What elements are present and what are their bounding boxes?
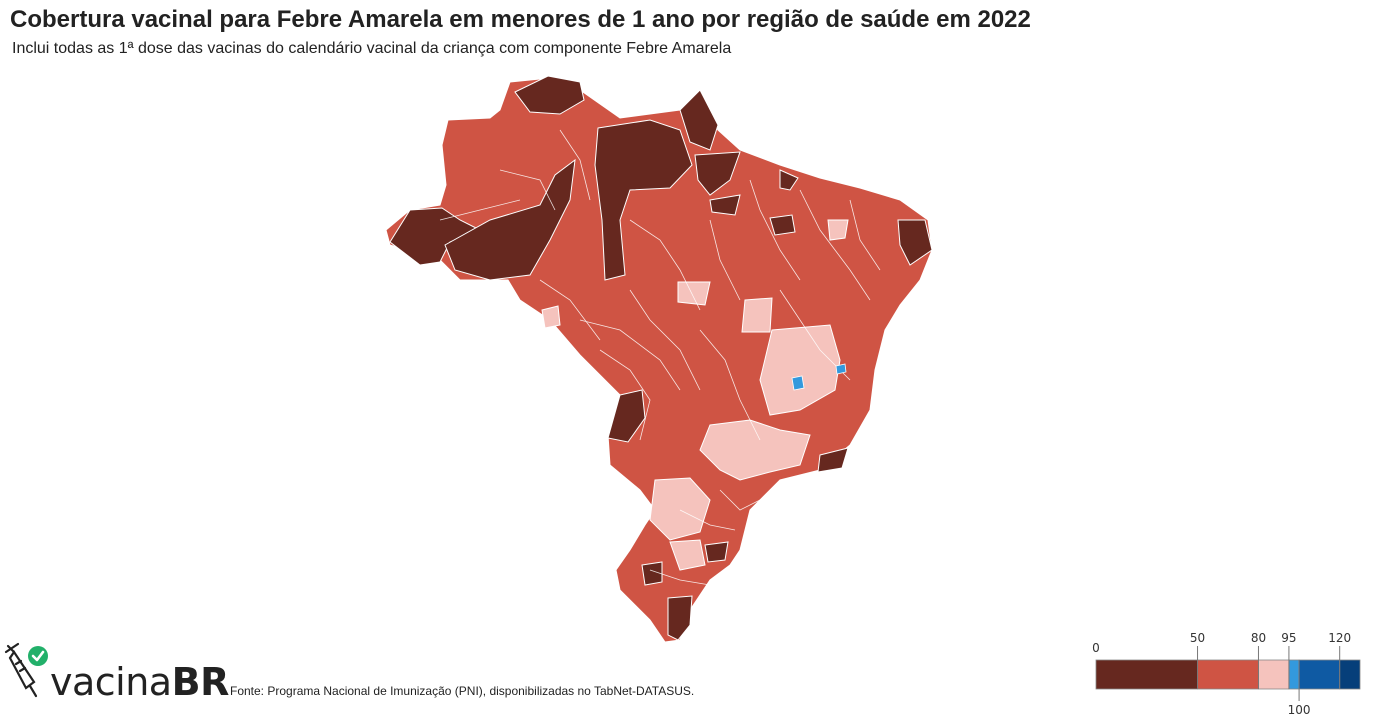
legend-tick-label-4: 100 <box>1288 703 1311 715</box>
legend-bin-5 <box>1339 659 1361 690</box>
region-para-south[interactable] <box>709 194 741 216</box>
region-para-south-light[interactable] <box>677 281 711 306</box>
color-legend: 0 50 80 95 100 120 <box>1090 630 1370 715</box>
region-rs-west[interactable] <box>641 561 663 586</box>
region-rondonia-light[interactable] <box>541 305 561 329</box>
region-para-north[interactable] <box>594 119 693 281</box>
region-pernambuco-coast[interactable] <box>897 219 933 266</box>
region-bahia-blue-2[interactable] <box>835 363 847 375</box>
region-bahia-west-light[interactable] <box>741 297 773 333</box>
region-para-northeast[interactable] <box>694 151 741 196</box>
region-rio-coast[interactable] <box>817 447 849 473</box>
syringe-check-icon <box>4 642 48 698</box>
region-parana-light[interactable] <box>649 477 711 541</box>
logo-wordmark: vacinaBR <box>50 662 229 702</box>
region-sc-rs-light[interactable] <box>669 539 706 571</box>
region-amazonas-central[interactable] <box>444 158 576 281</box>
legend-bin-0 <box>1095 659 1198 690</box>
region-mato-grosso-sul-west[interactable] <box>607 389 646 443</box>
legend-tick-label-0: 0 <box>1092 641 1100 655</box>
logo-text-bold: BR <box>171 660 230 704</box>
source-note: Fonte: Programa Nacional de Imunização (… <box>230 684 695 698</box>
region-minas-light[interactable] <box>699 419 811 481</box>
region-ceara-light[interactable] <box>827 219 849 241</box>
page-title: Cobertura vacinal para Febre Amarela em … <box>10 6 1031 33</box>
legend-bin-2 <box>1258 659 1290 690</box>
legend-bin-1 <box>1197 659 1259 690</box>
region-roraima-north[interactable] <box>514 75 585 115</box>
legend-bin-4 <box>1298 659 1341 690</box>
legend-bin-3 <box>1288 659 1300 690</box>
region-bahia-central-light[interactable] <box>759 324 841 416</box>
legend-tick-label-2: 80 <box>1251 631 1266 645</box>
region-maranhao-coast[interactable] <box>779 169 799 191</box>
logo-text-light: vacina <box>50 660 172 704</box>
region-boundaries <box>439 129 881 586</box>
region-rs-south[interactable] <box>667 595 693 641</box>
region-bahia-blue-1[interactable] <box>791 375 805 391</box>
vacinabr-logo: vacinaBR <box>4 642 234 702</box>
region-amapa[interactable] <box>679 89 719 151</box>
legend-tick-label-5: 120 <box>1328 631 1351 645</box>
legend-tick-label-1: 50 <box>1190 631 1205 645</box>
region-santa-catarina[interactable] <box>704 541 729 563</box>
region-tocantins-north[interactable] <box>769 214 796 236</box>
legend-tick-label-3: 95 <box>1281 631 1296 645</box>
page-subtitle: Inclui todas as 1ª dose das vacinas do c… <box>12 40 732 57</box>
brazil-choropleth-map[interactable] <box>380 70 960 650</box>
